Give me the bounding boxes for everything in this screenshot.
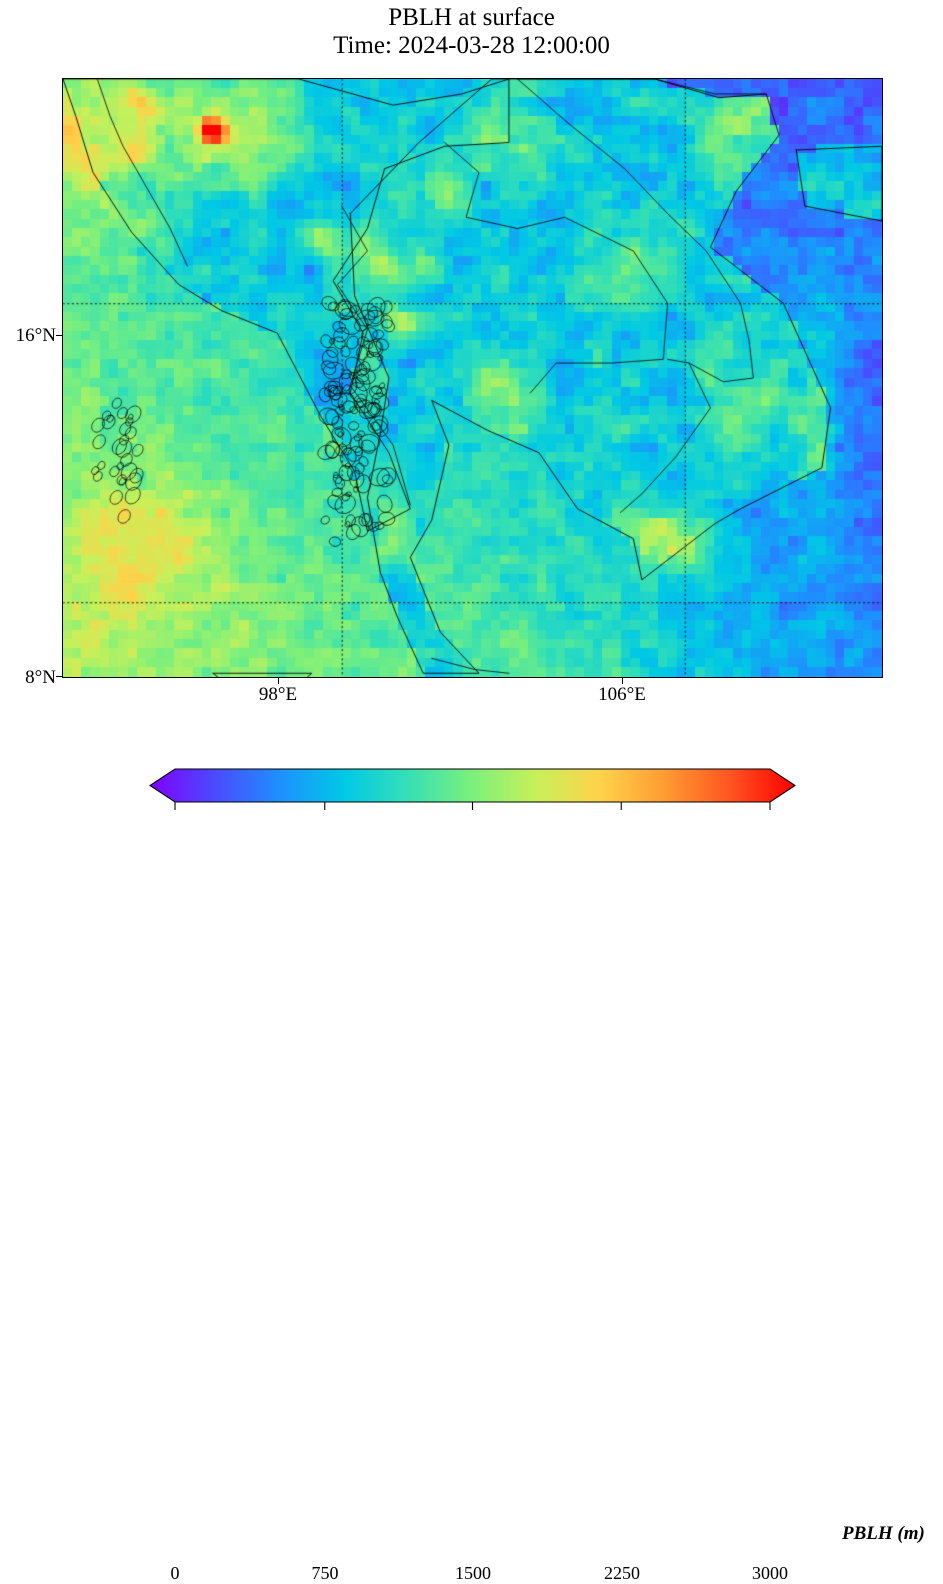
colorbar-graphic — [149, 768, 796, 810]
colorbar[interactable]: 0 750 1500 2250 3000 PBLH (m) — [0, 755, 943, 1583]
xtick-label-106e: 106°E — [598, 684, 646, 705]
ytick-mark-16n — [56, 335, 63, 337]
colorbar-tick-3000: 3000 — [752, 1563, 788, 1583]
ytick-label-8n: 8°N — [25, 667, 56, 688]
colorbar-tick-0: 0 — [170, 1563, 180, 1583]
ytick-mark-8n — [56, 676, 63, 678]
xtick-mark-98e — [278, 677, 280, 684]
colorbar-tick-750: 750 — [311, 1563, 339, 1583]
ytick-label-16n: 16°N — [15, 325, 56, 346]
xtick-mark-106e — [622, 677, 624, 684]
map-plot-area[interactable] — [62, 78, 883, 678]
colorbar-tick-1500: 1500 — [455, 1563, 491, 1583]
xtick-label-98e: 98°E — [258, 684, 298, 705]
colorbar-title: PBLH (m) — [842, 1523, 925, 1544]
title-line-variable: PBLH at surface — [388, 4, 555, 31]
pblh-heatmap-canvas — [63, 79, 882, 677]
colorbar-tick-2250: 2250 — [604, 1563, 640, 1583]
title-line-time: Time: 2024-03-28 12:00:00 — [333, 32, 610, 59]
figure-title: PBLH at surface Time: 2024-03-28 12:00:0… — [0, 4, 943, 60]
